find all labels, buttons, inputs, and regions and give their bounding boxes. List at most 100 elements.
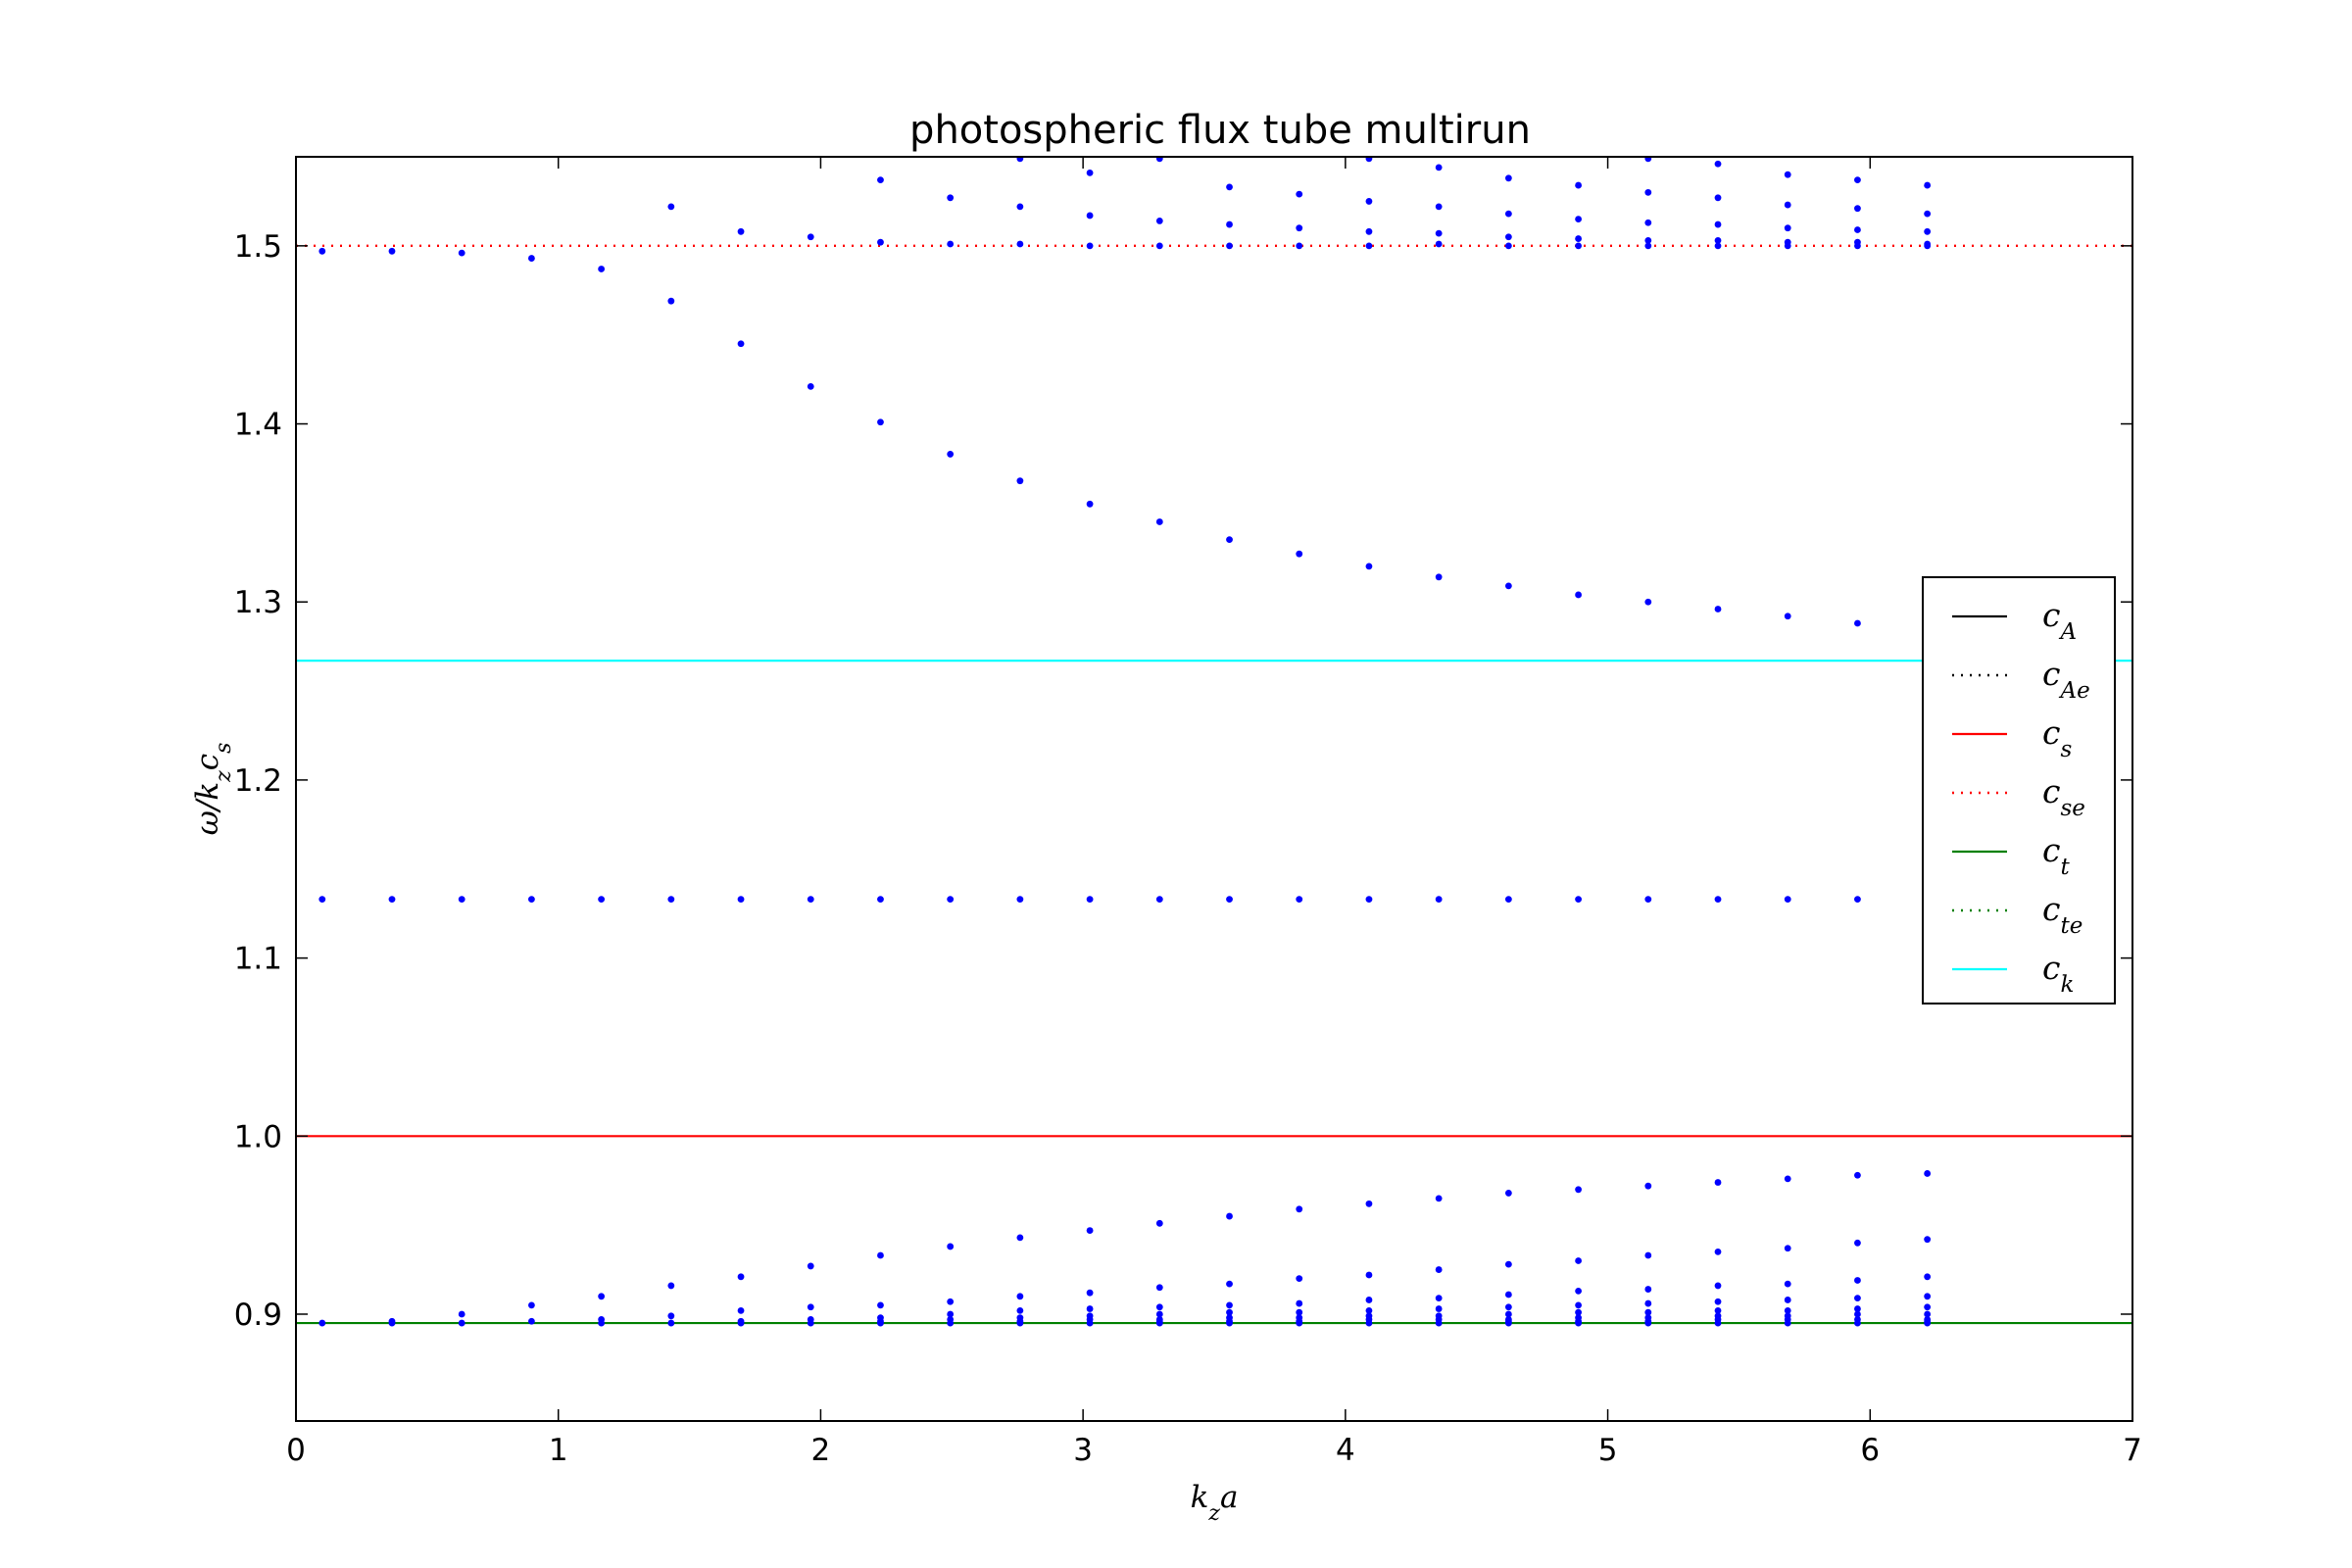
data-point [1016, 1293, 1024, 1300]
data-point [1644, 1286, 1652, 1293]
data-point [1854, 1305, 1861, 1312]
data-point [1644, 219, 1652, 226]
data-point [1016, 157, 1024, 163]
x-tick-label: 5 [1598, 1433, 1618, 1468]
data-point [1296, 1299, 1303, 1307]
data-point [1016, 477, 1024, 485]
data-point [1854, 176, 1861, 184]
x-tick-label: 4 [1336, 1433, 1355, 1468]
data-point [1854, 1310, 1861, 1318]
data-point [1504, 1190, 1512, 1197]
data-point [1296, 896, 1303, 904]
data-point [1714, 194, 1722, 202]
y-tick-label: 1.0 [234, 1119, 282, 1154]
legend-entry: ck [2042, 949, 2074, 998]
data-point [1854, 1295, 1861, 1302]
data-point [1854, 1239, 1861, 1247]
chart-title: photospheric flux tube multirun [909, 108, 1531, 153]
data-point [1435, 896, 1443, 904]
data-point [1504, 174, 1512, 182]
data-point [1365, 1297, 1373, 1303]
y-axis-label: ω/kzcs [190, 743, 236, 836]
data-point [1226, 1301, 1233, 1309]
y-tick-label: 1.2 [234, 763, 282, 799]
data-point [1296, 1275, 1303, 1283]
x-tick-label: 2 [811, 1433, 831, 1468]
data-point [598, 1319, 606, 1327]
data-point [1435, 1305, 1443, 1312]
data-point [737, 340, 745, 348]
data-point [947, 240, 955, 248]
data-point [1714, 1306, 1722, 1314]
data-point [1504, 242, 1512, 250]
data-point [1575, 1186, 1582, 1194]
data-point [947, 194, 955, 202]
data-point [807, 1319, 814, 1327]
data-point [1644, 1319, 1652, 1327]
data-point [1504, 1303, 1512, 1311]
data-point [1644, 1308, 1652, 1316]
data-point [388, 1319, 396, 1327]
data-point [1714, 236, 1722, 244]
y-tick-label: 1.3 [234, 585, 282, 620]
x-tick-label: 3 [1073, 1433, 1093, 1468]
data-point [1435, 1266, 1443, 1273]
data-point [1714, 160, 1722, 168]
x-tick-label: 0 [286, 1433, 306, 1468]
y-tick-label: 1.1 [234, 942, 282, 977]
data-point [1365, 1271, 1373, 1279]
legend-entry: ct [2042, 831, 2070, 880]
data-point [1226, 1212, 1233, 1220]
data-point [1924, 227, 1932, 235]
data-point [1854, 1171, 1861, 1179]
data-point [877, 1319, 884, 1327]
data-point [1086, 212, 1094, 220]
data-point [877, 1301, 884, 1309]
data-point [1714, 1282, 1722, 1290]
data-point [1924, 1236, 1932, 1244]
data-point [1784, 242, 1791, 250]
data-point [1924, 1293, 1932, 1300]
data-point [458, 1310, 466, 1318]
data-point [1086, 1319, 1094, 1327]
data-point [1714, 242, 1722, 250]
data-point [1226, 896, 1233, 904]
data-point [1365, 896, 1373, 904]
data-point [1296, 1319, 1303, 1327]
data-point [528, 255, 535, 262]
plot-clip-group [296, 157, 2132, 1327]
data-point [1924, 1273, 1932, 1281]
data-point [1924, 1170, 1932, 1177]
data-point [1086, 242, 1094, 250]
data-point [1296, 190, 1303, 198]
data-point [1504, 896, 1512, 904]
data-point [1155, 1219, 1163, 1227]
data-point [1365, 1306, 1373, 1314]
data-point [1016, 240, 1024, 248]
data-point [1644, 236, 1652, 244]
data-point [1575, 1287, 1582, 1295]
data-point [1714, 1298, 1722, 1305]
data-point [1504, 210, 1512, 218]
data-point [667, 1312, 675, 1320]
data-point [1784, 612, 1791, 620]
data-point [1784, 1175, 1791, 1183]
data-point [1644, 896, 1652, 904]
data-point [1644, 598, 1652, 606]
data-point [667, 1282, 675, 1290]
data-point [1784, 171, 1791, 178]
data-point [807, 1303, 814, 1311]
data-point [1644, 188, 1652, 196]
data-point [1854, 1319, 1861, 1327]
data-point [1575, 1319, 1582, 1327]
data-point [1784, 1280, 1791, 1288]
data-point [877, 896, 884, 904]
y-tick-label: 0.9 [234, 1298, 282, 1333]
data-point [1504, 1291, 1512, 1298]
data-point [388, 896, 396, 904]
data-point [1854, 226, 1861, 233]
data-point [598, 896, 606, 904]
data-point [528, 896, 535, 904]
data-point [1155, 1303, 1163, 1311]
